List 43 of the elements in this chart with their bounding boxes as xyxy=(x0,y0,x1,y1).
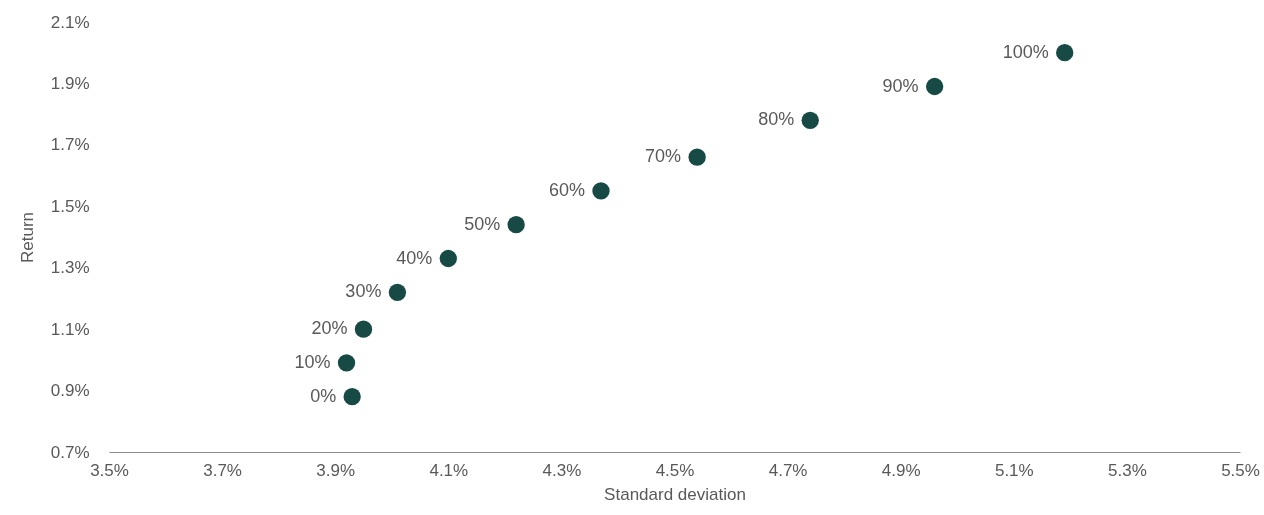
y-tick-label: 0.7% xyxy=(50,442,90,462)
y-tick-label: 2.1% xyxy=(50,12,90,32)
x-tick-label: 4.1% xyxy=(429,460,469,480)
point xyxy=(439,249,457,268)
y-tick-label: 1.3% xyxy=(50,258,90,278)
annotation: 70% xyxy=(645,146,682,167)
x-tick-label: 3.7% xyxy=(203,460,242,480)
annotation: 100% xyxy=(1002,41,1049,62)
y-axis-title: Return xyxy=(17,211,37,264)
x-tick-label: 4.3% xyxy=(542,460,582,480)
x-tick-label: 4.9% xyxy=(881,460,921,480)
x-tick-label: 3.9% xyxy=(316,460,356,480)
point xyxy=(688,148,706,166)
point xyxy=(592,182,610,200)
point xyxy=(388,283,407,301)
x-axis-title: Standard deviation xyxy=(604,484,746,504)
annotation: 60% xyxy=(548,179,585,200)
annotation: 90% xyxy=(882,75,919,96)
x-tick-label: 5.3% xyxy=(1108,460,1147,480)
x-tick-label: 5.1% xyxy=(994,460,1034,480)
y-tick-label: 1.7% xyxy=(50,135,90,155)
point xyxy=(1056,44,1074,62)
point xyxy=(507,216,525,234)
y-tick-label: 1.1% xyxy=(50,319,90,339)
point xyxy=(801,111,819,129)
y-tick-label: 0.9% xyxy=(50,381,90,401)
point xyxy=(343,388,361,406)
point xyxy=(354,320,373,338)
y-tick-label: 1.9% xyxy=(50,73,90,93)
annotation: 20% xyxy=(311,318,348,339)
point xyxy=(337,354,356,372)
point xyxy=(925,77,944,96)
x-tick-label: 5.5% xyxy=(1221,460,1260,480)
x-tick-label: 4.7% xyxy=(768,460,808,480)
x-tick-label: 4.5% xyxy=(655,460,695,480)
annotation: 10% xyxy=(294,351,331,372)
annotation: 40% xyxy=(396,247,433,268)
annotation: 0% xyxy=(310,385,337,406)
annotation: 80% xyxy=(758,109,795,130)
x-tick-label: 3.5% xyxy=(90,460,129,480)
annotation: 30% xyxy=(345,281,382,302)
annotation: 50% xyxy=(464,213,501,234)
y-tick-label: 1.5% xyxy=(50,196,90,216)
